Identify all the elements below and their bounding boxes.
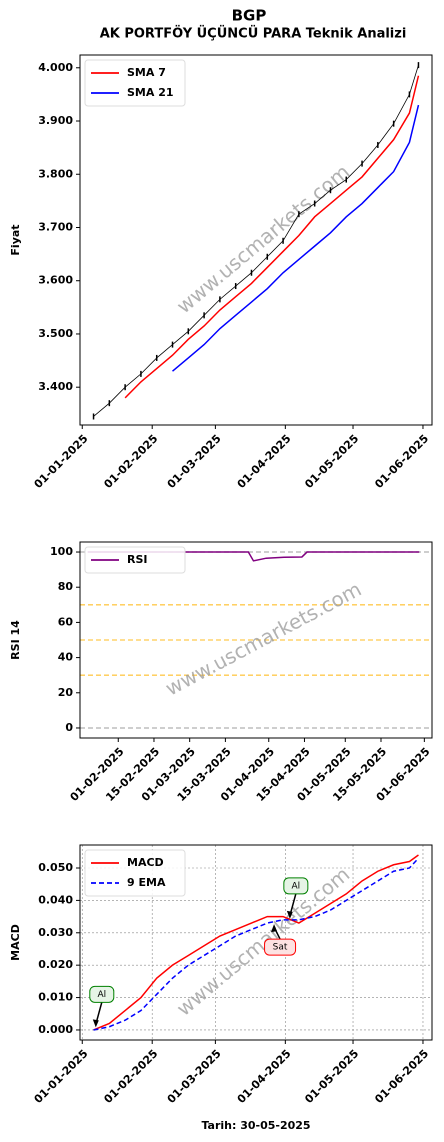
legend-label: SMA 7 <box>127 66 166 79</box>
legend-label: RSI <box>127 553 148 566</box>
annotation-box <box>89 985 115 1003</box>
annotation-arrowhead <box>271 924 278 933</box>
price-line <box>93 65 419 417</box>
y-tick-label: 0.020 <box>38 958 73 971</box>
y-tick-label: 0.000 <box>38 1023 73 1036</box>
annotation-box <box>264 938 297 956</box>
y-tick-label: 0 <box>65 721 73 734</box>
legend-label: MACD <box>127 856 164 869</box>
y-tick-label: 40 <box>58 651 74 664</box>
y-axis-label: MACD <box>9 924 22 961</box>
chart-subtitle: AK PORTFÖY ÜÇÜNCÜ PARA Teknik Analizi <box>100 26 407 42</box>
y-tick-label: 100 <box>50 545 73 558</box>
legend-label: 9 EMA <box>127 876 166 889</box>
y-tick-label: 3.700 <box>38 220 73 233</box>
series-line <box>172 104 420 372</box>
y-tick-label: 0.010 <box>38 991 73 1004</box>
y-tick-label: 0.030 <box>38 926 73 939</box>
legend-label: SMA 21 <box>127 86 174 99</box>
axes-frame <box>79 54 433 426</box>
y-tick-label: 0.040 <box>38 893 73 906</box>
axes-frame <box>79 541 433 739</box>
y-tick-label: 3.500 <box>38 327 73 340</box>
chart-title: BGP <box>232 7 267 25</box>
legend-box <box>84 849 186 897</box>
legend-box <box>84 546 186 574</box>
x-axis-label: Tarih: 30-05-2025 <box>201 1119 310 1132</box>
y-tick-label: 4.000 <box>38 61 73 74</box>
annotation-arrowhead <box>286 910 293 919</box>
y-axis-label: RSI 14 <box>9 620 22 660</box>
annotation-label: Sat <box>273 943 288 953</box>
annotation-arrowhead <box>92 1019 99 1028</box>
y-tick-label: 20 <box>58 686 74 699</box>
legend-box <box>84 59 186 107</box>
series-line <box>124 75 420 399</box>
y-tick-label: 60 <box>58 615 74 628</box>
y-tick-label: 0.050 <box>38 861 73 874</box>
y-tick-label: 3.400 <box>38 380 73 393</box>
annotation-box <box>283 877 309 895</box>
series-line <box>93 854 419 1031</box>
y-tick-label: 3.800 <box>38 167 73 180</box>
y-tick-label: 80 <box>58 580 74 593</box>
y-axis-label: Fiyat <box>9 224 22 255</box>
y-tick-label: 3.600 <box>38 274 73 287</box>
y-tick-label: 3.900 <box>38 114 73 127</box>
annotation-label: Al <box>292 881 301 891</box>
axes-frame <box>79 844 433 1041</box>
annotation-label: Al <box>97 990 106 1000</box>
